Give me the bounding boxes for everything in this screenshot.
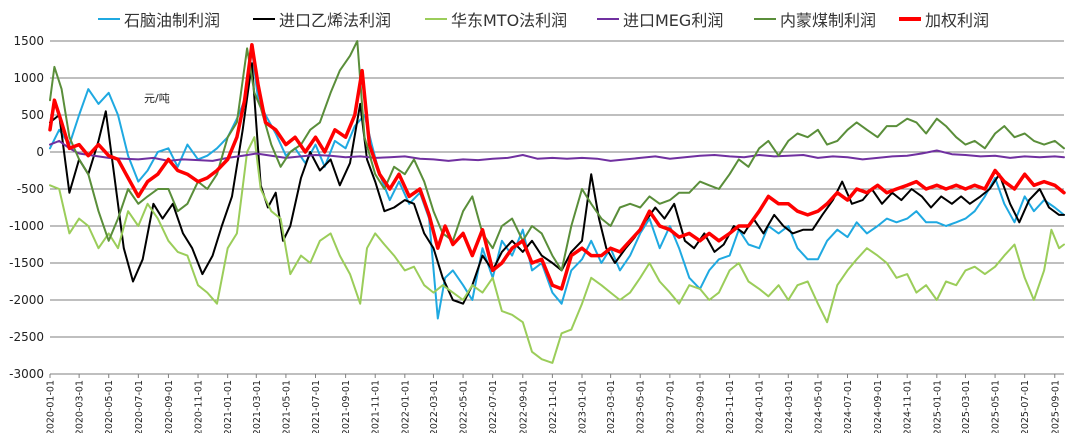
- x-tick-label: 2022-05-01: [459, 380, 470, 433]
- legend-item: 进口乙烯法利润: [253, 6, 391, 32]
- x-tick-label: 2021-03-01: [252, 380, 263, 433]
- y-tick-label: -2500: [9, 330, 44, 344]
- legend-label: 华东MTO法利润: [451, 11, 568, 30]
- y-tick-label: 1000: [13, 71, 44, 85]
- y-tick-label: -3000: [9, 367, 44, 381]
- legend-label: 加权利润: [925, 11, 990, 30]
- legend-item: 加权利润: [899, 6, 989, 32]
- y-tick-label: 500: [21, 108, 44, 122]
- x-tick-label: 2025-03-01: [961, 380, 972, 433]
- legend-label: 内蒙煤制利润: [780, 11, 877, 30]
- series-line-3: [49, 136, 1065, 364]
- legend-swatch: [425, 18, 447, 20]
- legend-label: 石脑油制利润: [124, 11, 221, 30]
- x-tick-label: 2024-11-01: [903, 380, 914, 433]
- x-tick-label: 2021-07-01: [311, 380, 322, 433]
- x-tick-label: 2021-05-01: [281, 380, 292, 433]
- x-tick-label: 2024-03-01: [784, 380, 795, 433]
- legend-label: 进口乙烯法利润: [279, 11, 392, 30]
- y-tick-label: -2000: [9, 293, 44, 307]
- x-tick-label: 2022-01-01: [400, 380, 411, 433]
- x-tick-label: 2020-11-01: [194, 380, 205, 433]
- legend-item: 石脑油制利润: [98, 6, 220, 32]
- legend-swatch: [253, 18, 275, 20]
- x-tick-label: 2024-01-01: [755, 380, 766, 433]
- x-tick-label: 2025-01-01: [932, 380, 943, 433]
- x-tick-label: 2020-03-01: [75, 380, 86, 433]
- x-tick-label: 2023-09-01: [695, 380, 706, 433]
- legend-swatch: [597, 18, 619, 20]
- x-tick-label: 2023-03-01: [606, 380, 617, 433]
- series-line-1: [49, 47, 1065, 320]
- x-tick-label: 2025-09-01: [1050, 380, 1061, 433]
- legend: 石脑油制利润 进口乙烯法利润 华东MTO法利润 进口MEG利润 内蒙煤制利润 加权利润: [0, 6, 1080, 32]
- x-tick-label: 2021-09-01: [341, 380, 352, 433]
- y-tick-label: -1500: [9, 256, 44, 270]
- x-tick-label: 2023-01-01: [577, 380, 588, 433]
- x-tick-label: 2022-09-01: [518, 380, 529, 433]
- legend-swatch: [754, 18, 776, 20]
- x-tick-label: 2024-09-01: [873, 380, 884, 433]
- x-tick-label: 2021-01-01: [223, 380, 234, 433]
- x-tick-label: 2020-09-01: [164, 380, 175, 433]
- y-tick-label: 0: [36, 145, 44, 159]
- series-line-5: [49, 40, 1065, 272]
- series-line-2: [49, 62, 1065, 305]
- x-tick-label: 2022-11-01: [548, 380, 559, 433]
- unit-label: 元/吨: [144, 92, 170, 105]
- x-tick-label: 2023-11-01: [725, 380, 736, 433]
- x-tick-label: 2022-07-01: [488, 380, 499, 433]
- x-tick-label: 2020-07-01: [134, 380, 145, 433]
- legend-label: 进口MEG利润: [623, 11, 724, 30]
- y-tick-label: -1000: [9, 219, 44, 233]
- x-tick-label: 2024-07-01: [843, 380, 854, 433]
- x-tick-label: 2021-11-01: [371, 380, 382, 433]
- legend-item: 内蒙煤制利润: [754, 6, 876, 32]
- legend-item: 华东MTO法利润: [425, 6, 567, 32]
- series-line-4: [49, 139, 1065, 162]
- y-tick-label: -500: [17, 182, 44, 196]
- y-tick-label: 1500: [13, 34, 44, 48]
- legend-swatch: [98, 18, 120, 20]
- x-tick-label: 2023-05-01: [636, 380, 647, 433]
- x-tick-label: 2025-07-01: [1020, 380, 1031, 433]
- x-tick-label: 2023-07-01: [665, 380, 676, 433]
- x-tick-label: 2024-05-01: [813, 380, 824, 433]
- x-tick-label: 2020-05-01: [104, 380, 115, 433]
- legend-item: 进口MEG利润: [597, 6, 723, 32]
- x-tick-label: 2022-03-01: [429, 380, 440, 433]
- x-tick-label: 2025-05-01: [991, 380, 1002, 433]
- series-line-6: [48, 42, 1066, 291]
- x-tick-label: 2020-01-01: [46, 380, 57, 433]
- legend-swatch: [899, 17, 921, 21]
